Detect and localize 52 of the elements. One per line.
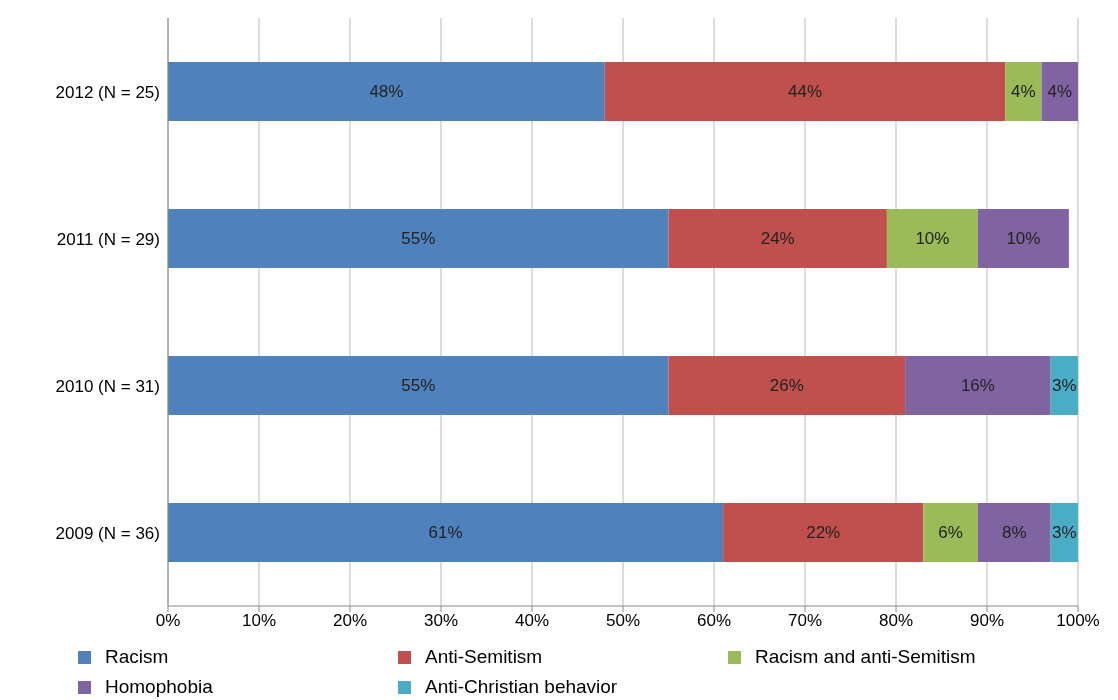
legend-label: Anti-Christian behavior: [425, 676, 618, 698]
bar: [168, 356, 669, 416]
x-tick-label: 40%: [514, 611, 550, 631]
bar: [977, 503, 1051, 563]
bar: [1005, 62, 1042, 122]
x-tick-label: 50%: [605, 611, 641, 631]
bar: [168, 62, 605, 122]
data-label: 55%: [401, 229, 436, 249]
data-label: 26%: [769, 376, 804, 396]
x-tick-label: 100%: [1056, 611, 1100, 631]
y-tick-label: 2012 (N = 25): [55, 82, 160, 102]
legend-label: Racism: [105, 646, 169, 668]
bar: [723, 503, 924, 563]
bar: [604, 62, 1006, 122]
data-label: 16%: [960, 376, 995, 396]
x-tick-label: 10%: [241, 611, 277, 631]
legend-label: Anti-Semitism: [425, 646, 543, 668]
data-label: 4%: [1047, 82, 1073, 102]
y-tick-label: 2010 (N = 31): [55, 376, 160, 396]
y-tick-label: 2011 (N = 29): [56, 229, 160, 249]
x-tick-label: 30%: [423, 611, 459, 631]
bar: [1041, 62, 1078, 122]
bar: [923, 503, 978, 563]
x-tick-label: 90%: [969, 611, 1005, 631]
data-label: 44%: [787, 82, 823, 102]
data-label: 4%: [1011, 82, 1036, 102]
x-tick-label: 60%: [696, 611, 732, 631]
bar: [168, 209, 669, 269]
x-tick-label: 70%: [787, 611, 823, 631]
bar: [886, 209, 978, 269]
bar: [668, 209, 887, 269]
x-tick-label: 0%: [155, 611, 181, 631]
data-label: 55%: [401, 376, 436, 396]
x-tick-label: 80%: [878, 611, 914, 631]
x-tick-label: 20%: [332, 611, 368, 631]
data-label: 10%: [915, 229, 950, 249]
bar: [668, 356, 906, 416]
bar: [168, 503, 724, 563]
data-label: 10%: [1006, 229, 1041, 249]
data-label: 6%: [938, 523, 963, 543]
legend-label: Racism and anti-Semitism: [755, 646, 976, 668]
bar: [905, 356, 1051, 416]
data-label: 61%: [428, 523, 463, 543]
data-label: 3%: [1052, 376, 1077, 396]
data-label: 3%: [1052, 523, 1077, 543]
y-tick-label: 2009 (N = 36): [55, 523, 160, 543]
data-label: 24%: [760, 229, 795, 249]
bar: [977, 209, 1069, 269]
data-label: 8%: [1002, 523, 1027, 543]
data-label: 48%: [369, 82, 404, 102]
data-label: 22%: [806, 523, 841, 543]
legend-label: Homophobia: [105, 676, 213, 698]
